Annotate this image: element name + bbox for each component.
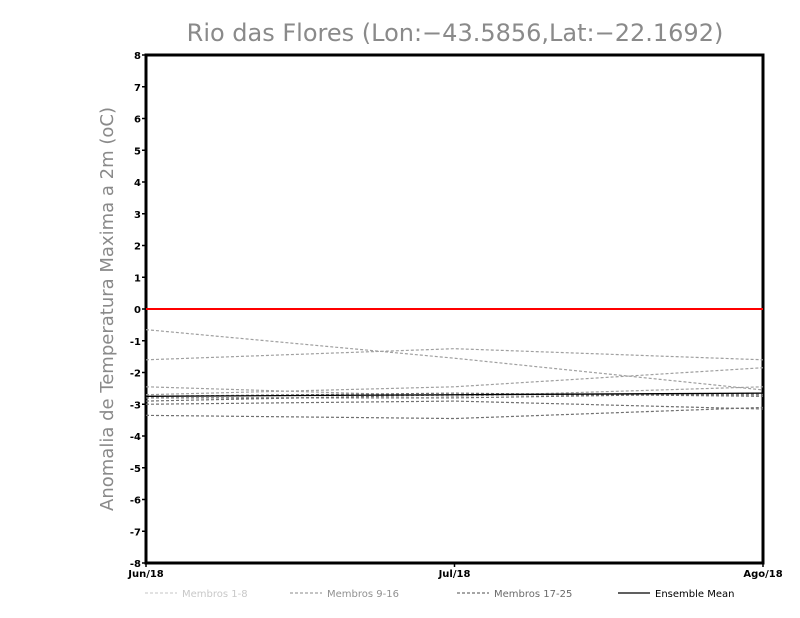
legend-label-3: Membros 17-25 xyxy=(494,589,572,600)
y-tick-label: -2 xyxy=(130,369,141,380)
chart-title: Rio das Flores (Lon:−43.5856,Lat:−22.169… xyxy=(187,19,724,47)
y-tick-label: 1 xyxy=(134,273,141,284)
legend-label-4: Ensemble Mean xyxy=(655,589,734,600)
y-tick-label: -1 xyxy=(130,337,141,348)
member-series-line-2 xyxy=(145,348,764,361)
ensemble-mean-line xyxy=(145,392,764,397)
plot-area xyxy=(144,53,765,565)
y-tick-label: -6 xyxy=(130,496,141,507)
legend-label-1: Membros 1-8 xyxy=(182,589,248,600)
member-series-line-7 xyxy=(145,400,764,410)
y-tick-label: 2 xyxy=(134,242,141,253)
member-series-line-5 xyxy=(146,392,764,399)
y-tick-label: -3 xyxy=(130,400,141,411)
y-tick-label: 3 xyxy=(134,210,141,221)
y-axis-label: Anomalia de Temperatura Maxima a 2m (oC) xyxy=(97,107,118,511)
member-series-line-3 xyxy=(145,386,764,397)
x-tick-label: Ago/18 xyxy=(743,569,782,580)
legend: Membros 1-8 Membros 9-16 Membros 17-25 Ense… xyxy=(145,589,734,600)
y-tick-label: 4 xyxy=(134,178,141,189)
y-tick-label: 6 xyxy=(134,115,141,126)
y-tick-label: -4 xyxy=(130,432,141,443)
member-series-line-6 xyxy=(145,394,763,402)
member-series-line-1 xyxy=(145,329,764,391)
y-tick-label: -8 xyxy=(130,559,141,570)
member-series-line-4 xyxy=(145,367,764,396)
y-tick-label: -5 xyxy=(130,464,141,475)
axis-ticks: -8 -7 -6 -5 -4 -3 -2 -1 0 1 2 3 4 5 6 7 8 Jun/18 Jul/18 Ago… xyxy=(127,51,782,580)
x-tick-label: Jul/18 xyxy=(438,569,471,580)
x-tick-label: Jun/18 xyxy=(127,569,164,580)
y-tick-label: 0 xyxy=(134,305,141,316)
y-tick-label: 8 xyxy=(134,51,141,62)
legend-label-2: Membros 9-16 xyxy=(327,589,399,600)
y-tick-label: 7 xyxy=(134,83,141,94)
y-tick-label: 5 xyxy=(134,146,141,157)
member-series-line-8 xyxy=(145,406,764,420)
y-tick-label: -7 xyxy=(130,527,141,538)
